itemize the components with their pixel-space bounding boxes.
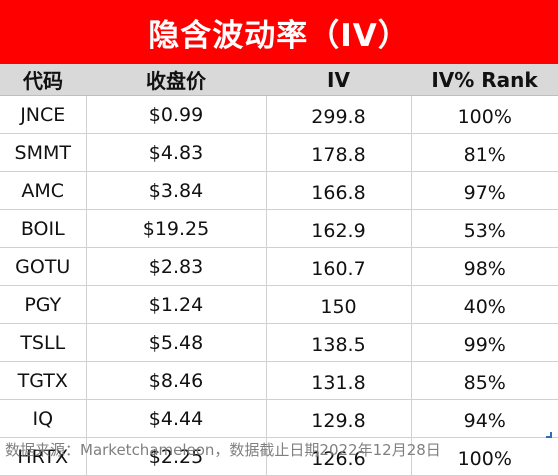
close-price-cell: $4.44: [86, 399, 267, 438]
iv-rank-cell: 99%: [411, 323, 558, 362]
iv-rank-cell: 94%: [411, 399, 558, 438]
ticker-cell: IQ: [0, 399, 87, 438]
iv-rank-cell: 100%: [411, 95, 558, 134]
table-title: 隐含波动率（IV）: [148, 17, 410, 54]
table-row: JNCE $0.99 299.8 100%: [0, 95, 558, 134]
table-row: AMC $3.84 166.8 97%: [0, 171, 558, 210]
ticker-cell: BOIL: [0, 209, 87, 248]
close-price-cell: $2.83: [86, 247, 267, 286]
ticker-cell: PGY: [0, 285, 87, 324]
header-iv-rank: IV% Rank: [411, 64, 558, 96]
close-price-cell: $8.46: [86, 361, 267, 400]
iv-cell: 162.9: [266, 209, 412, 248]
ticker-cell: TGTX: [0, 361, 87, 400]
ticker-cell: GOTU: [0, 247, 87, 286]
iv-rank-cell: 81%: [411, 133, 558, 172]
title-banner: 隐含波动率（IV）: [0, 0, 558, 64]
ticker-cell: JNCE: [0, 95, 87, 134]
selection-corner-handle: [546, 432, 552, 438]
iv-cell: 131.8: [266, 361, 412, 400]
iv-rank-cell: 98%: [411, 247, 558, 286]
header-ticker: 代码: [0, 64, 86, 96]
source-note: 数据来源：Marketchameleon，数据截止日期2022年12月28日: [5, 441, 441, 459]
close-price-cell: $5.48: [86, 323, 267, 362]
table-row: SMMT $4.83 178.8 81%: [0, 133, 558, 172]
header-row: 代码 收盘价 IV IV% Rank: [0, 64, 558, 96]
iv-cell: 299.8: [266, 95, 412, 134]
close-price-cell: $19.25: [86, 209, 267, 248]
iv-cell: 160.7: [266, 247, 412, 286]
table-row: IQ $4.44 129.8 94%: [0, 399, 558, 438]
table-row: GOTU $2.83 160.7 98%: [0, 247, 558, 286]
ticker-cell: TSLL: [0, 323, 87, 362]
iv-table: 代码 收盘价 IV IV% Rank JNCE $0.99 299.8 100% SMM…: [0, 64, 558, 476]
iv-rank-cell: 40%: [411, 285, 558, 324]
iv-cell: 166.8: [266, 171, 412, 210]
iv-rank-cell: 53%: [411, 209, 558, 248]
table-row: TSLL $5.48 138.5 99%: [0, 323, 558, 362]
ticker-cell: AMC: [0, 171, 87, 210]
iv-cell: 150: [266, 285, 412, 324]
iv-rank-cell: 97%: [411, 171, 558, 210]
close-price-cell: $3.84: [86, 171, 267, 210]
header-iv: IV: [266, 64, 411, 96]
table-row: PGY $1.24 150 40%: [0, 285, 558, 324]
header-close-price: 收盘价: [86, 64, 266, 96]
iv-cell: 138.5: [266, 323, 412, 362]
iv-rank-cell: 85%: [411, 361, 558, 400]
ticker-cell: SMMT: [0, 133, 87, 172]
close-price-cell: $1.24: [86, 285, 267, 324]
table-row: BOIL $19.25 162.9 53%: [0, 209, 558, 248]
table-row: TGTX $8.46 131.8 85%: [0, 361, 558, 400]
iv-cell: 178.8: [266, 133, 412, 172]
iv-cell: 129.8: [266, 399, 412, 438]
table-body: JNCE $0.99 299.8 100% SMMT $4.83 178.8 81% AMC $3…: [0, 95, 558, 476]
close-price-cell: $4.83: [86, 133, 267, 172]
close-price-cell: $0.99: [86, 95, 267, 134]
